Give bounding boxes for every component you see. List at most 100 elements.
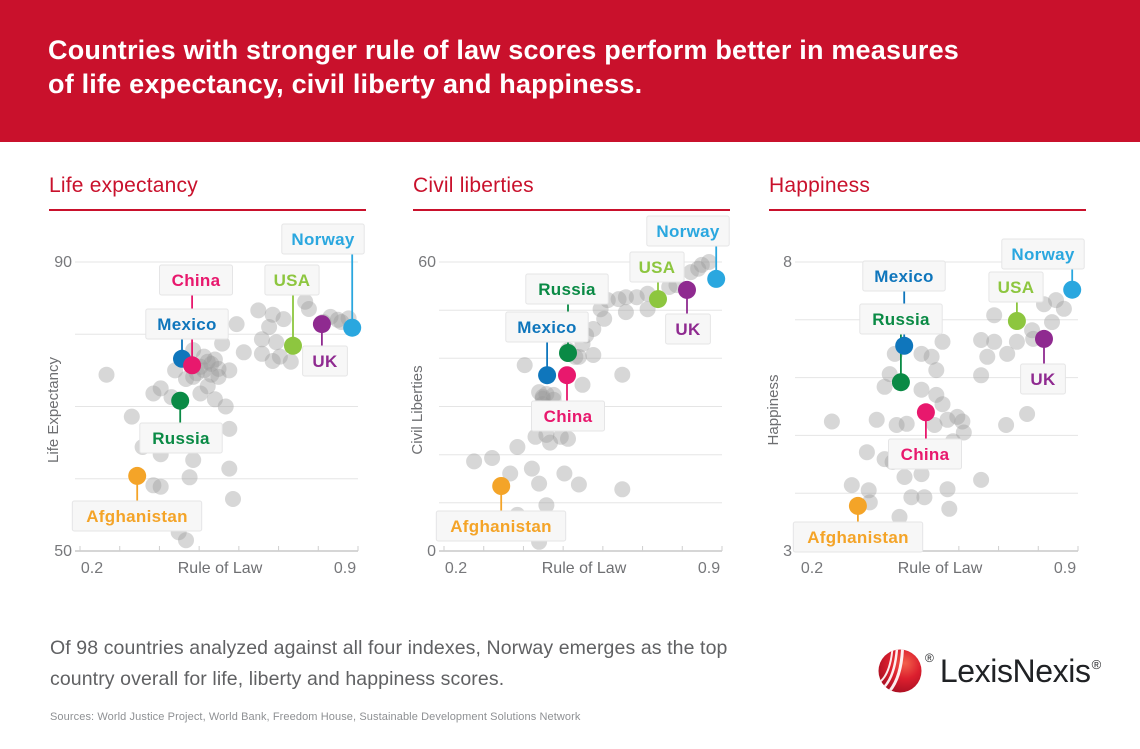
country-point [1055,300,1072,317]
x-tick-label: 0.2 [81,560,103,577]
chart-life-expectancy: Life expectancy 90 50 0.2 0.9 Rule of Law Lif… [28,160,392,596]
country-point [261,319,278,335]
header-title-line-2: of life expectancy, civil liberty and ha… [48,69,643,99]
country-point [206,391,223,408]
registered-mark-icon: ® [925,651,934,665]
country-point [610,291,627,308]
country-point [185,452,202,468]
country-point [585,347,602,363]
country-label-russia: Russia [538,280,596,299]
country-point [574,376,591,393]
lexisnexis-logo: ® LexisNexis ® [877,648,1101,694]
country-point [225,491,241,507]
country-point [268,334,285,351]
country-label-box [159,264,233,296]
country-label-box [525,273,609,305]
country-point [843,477,860,494]
dot-usa [1007,312,1026,330]
country-point [876,378,893,395]
country-point [1008,333,1025,350]
country-point [949,408,966,425]
country-point [235,344,252,361]
country-label-china: China [901,445,950,464]
country-point [1019,406,1036,422]
summary-text: Of 98 countries analyzed against all fou… [50,637,728,690]
dot-russia [891,373,910,392]
country-point [264,353,281,369]
country-label-box [792,521,924,553]
country-point [181,469,198,486]
chart-civil-liberties: Civil liberties 60 0 0.2 0.9 Rule of Law Civi… [392,160,756,596]
country-point [203,366,220,383]
country-point [297,293,314,310]
country-point [145,385,162,402]
dot-russia [559,344,577,362]
y-tick-label: 60 [418,254,436,271]
country-label-mexico: Mexico [157,315,216,334]
country-point [210,368,227,385]
country-point [868,411,885,428]
country-point [939,481,956,498]
header-banner: Countries with stronger rule of law scor… [0,0,1140,142]
y-tick-label: 0 [427,543,436,560]
x-axis-title: Rule of Law [542,560,627,577]
country-point [192,385,209,402]
chart-title-underline [413,209,730,211]
country-point [199,378,216,395]
country-point [217,398,234,415]
country-point [955,424,972,441]
dot-norway [1063,280,1082,299]
country-point [98,366,115,383]
dot-china [183,356,202,375]
country-point [538,386,555,402]
scatter-plot-civil-liberties: 60 0 0.2 0.9 Rule of Law Civil Liberties Russi… [409,215,730,577]
chart-title-underline [769,209,1086,211]
country-label-china: China [544,407,593,426]
x-axis-ticks [443,546,723,551]
country-label-china: China [172,271,221,290]
country-point [973,367,990,384]
country-point [923,348,940,365]
country-dots [848,280,1082,515]
country-label-afghanistan: Afghanistan [807,528,909,547]
country-point [206,351,223,368]
country-point [701,254,717,270]
chart-title-happiness: Happiness [769,174,871,197]
country-label-box [665,313,711,345]
country-point [556,465,573,482]
country-point [282,353,299,370]
scatter-plot-life-expectancy: 90 50 0.2 0.9 Rule of Law Life Expectancy Mexi… [45,223,365,577]
country-point [954,413,971,430]
country-point [542,434,558,451]
dot-uk [678,280,696,299]
country-label-norway: Norway [291,230,354,249]
country-point [264,306,281,323]
country-point [585,321,602,337]
country-label-uk: UK [675,320,701,339]
country-point [300,301,317,317]
country-point [1024,322,1041,339]
country-label-afghanistan: Afghanistan [86,507,188,526]
country-point [1044,314,1060,331]
country-label-mexico: Mexico [874,267,933,286]
country-point [934,396,951,413]
registered-mark-icon: ® [1091,656,1102,672]
country-point [913,345,930,362]
country-point [552,428,569,445]
country-point [199,353,216,370]
dot-uk [312,315,331,334]
y-tick-label: 8 [783,254,792,271]
country-point [898,415,915,432]
country-point [614,481,631,498]
country-point [926,417,943,433]
country-point [999,345,1016,362]
chart-title-life-expectancy: Life expectancy [49,174,198,197]
country-label-box [859,303,943,335]
country-point [913,466,930,483]
country-point [531,475,548,492]
country-point [275,311,292,328]
country-point [592,301,609,318]
country-label-box [302,345,348,377]
country-label-usa: USA [274,271,311,290]
lexisnexis-wordmark: LexisNexis [939,652,1091,689]
